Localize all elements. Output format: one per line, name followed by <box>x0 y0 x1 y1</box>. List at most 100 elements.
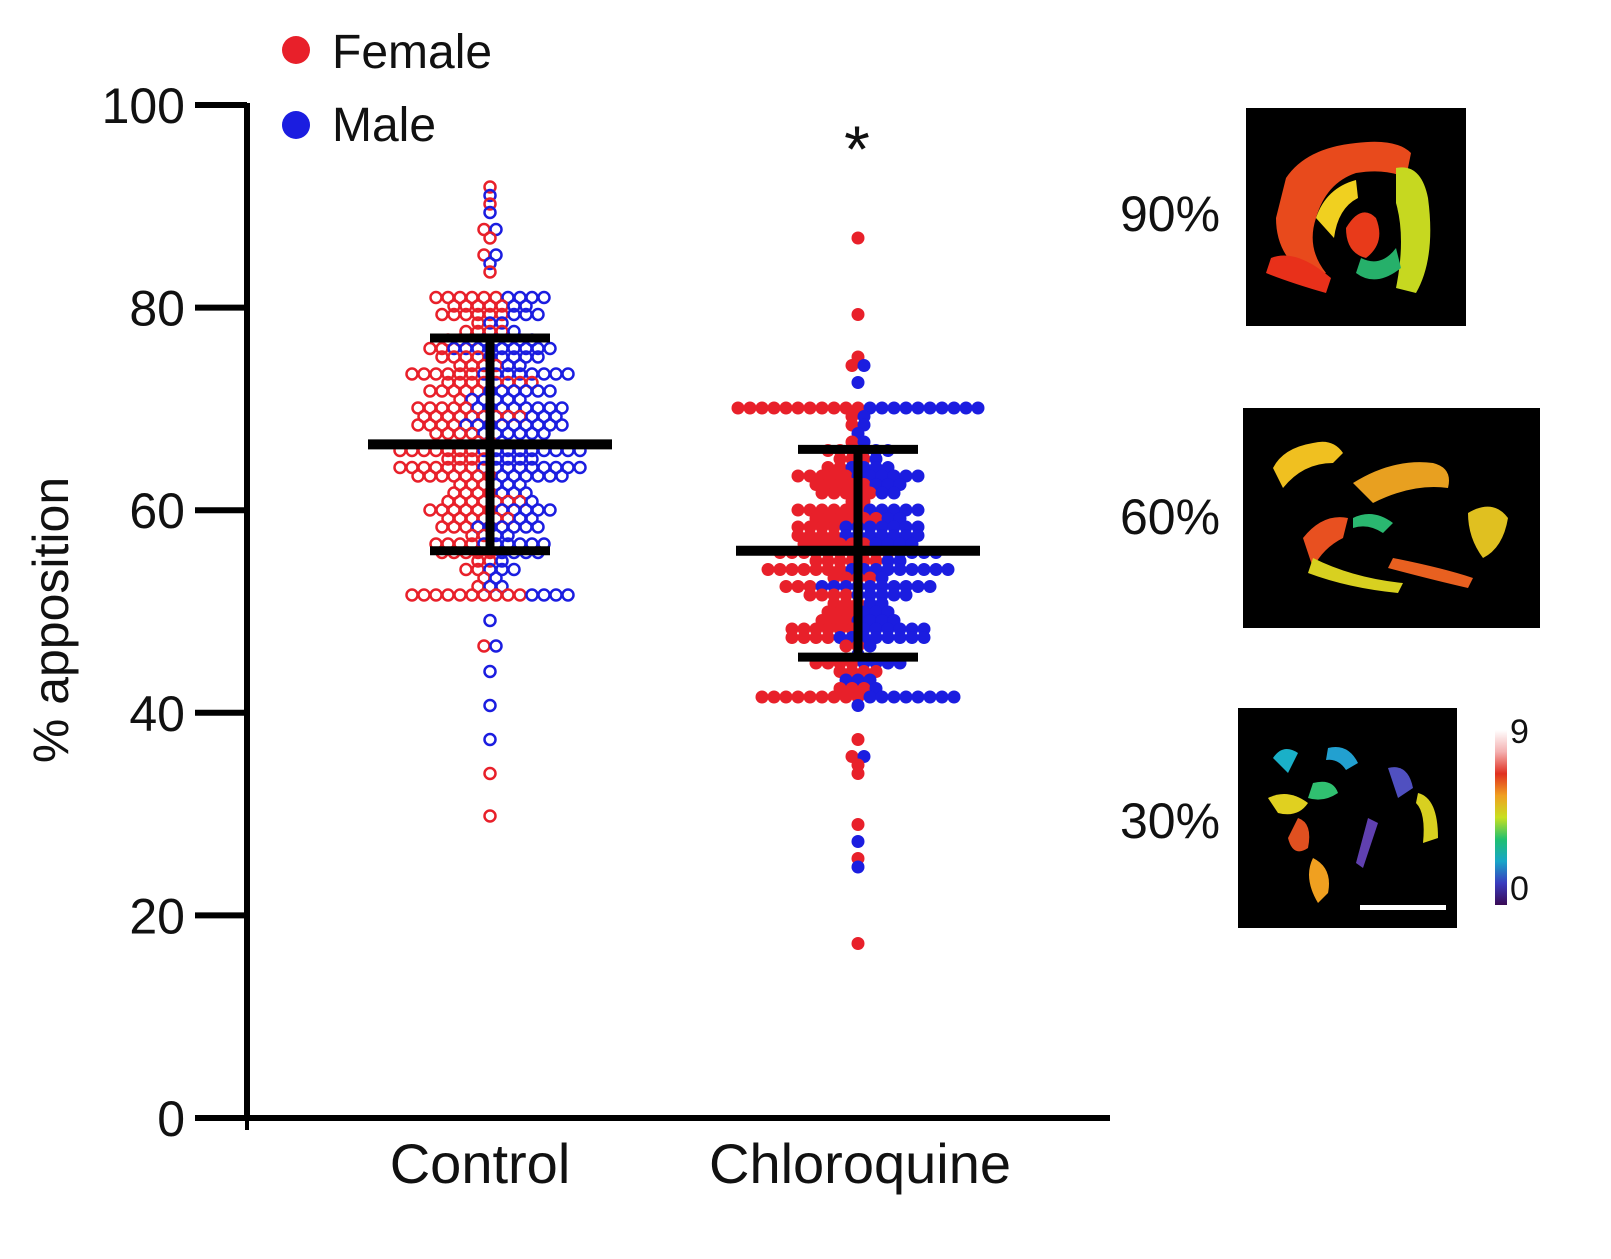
data-point-female <box>441 588 455 602</box>
data-point-female <box>465 588 479 602</box>
data-point-male <box>519 520 533 534</box>
data-point-female <box>417 367 431 381</box>
data-point-female <box>441 426 455 441</box>
data-point-female <box>821 631 835 644</box>
y-tick-label: 40 <box>129 686 185 742</box>
data-point-female <box>755 690 769 704</box>
scale-bar <box>1360 905 1446 910</box>
data-point-female <box>851 308 865 321</box>
y-tick-label: 0 <box>157 1091 185 1147</box>
data-point-male <box>923 401 937 415</box>
data-point-female <box>429 426 443 441</box>
data-point-male <box>947 401 961 415</box>
data-point-male <box>483 256 497 271</box>
data-point-male <box>483 188 497 203</box>
data-point-male <box>887 588 901 602</box>
data-point-female <box>785 631 799 644</box>
data-point-male <box>893 631 907 644</box>
data-point-male <box>851 699 865 712</box>
legend-male-marker <box>282 111 310 139</box>
data-point-male <box>917 563 931 576</box>
data-point-female <box>755 401 769 415</box>
data-point-female <box>411 469 425 483</box>
data-point-female <box>513 588 527 602</box>
axis-labels: % apposition Control Chloroquine * <box>23 112 1011 1195</box>
data-point-male <box>851 835 865 848</box>
data-point-female <box>845 359 859 372</box>
data-point-male <box>483 732 497 747</box>
data-point-male <box>887 690 901 704</box>
data-point-female <box>785 563 799 576</box>
colorbar-min-label: 0 <box>1510 870 1529 908</box>
data-point-female <box>489 588 503 602</box>
data-point-female <box>483 809 497 823</box>
data-point-female <box>815 486 829 500</box>
data-point-female <box>477 588 491 602</box>
data-point-male <box>947 690 961 704</box>
data-point-female <box>851 767 865 780</box>
data-point-female <box>803 588 817 602</box>
legend: Female Male <box>282 26 492 152</box>
data-point-female <box>779 690 793 704</box>
data-point-female <box>791 690 805 704</box>
data-point-female <box>827 401 841 415</box>
data-point-male <box>905 631 919 644</box>
data-point-female <box>453 588 467 602</box>
data-point-male <box>899 588 913 602</box>
data-point-male <box>501 528 515 543</box>
data-point-female <box>827 690 841 704</box>
data-point-male <box>887 486 901 500</box>
data-point-female <box>483 231 497 245</box>
data-point-male <box>531 520 545 534</box>
significance-asterisk: * <box>844 112 870 186</box>
data-point-male <box>483 613 497 628</box>
data-point-female <box>423 341 437 356</box>
data-point-male <box>537 588 551 602</box>
mean-sd-bars <box>368 333 980 662</box>
y-tick-label: 80 <box>129 281 185 337</box>
data-point-female <box>815 690 829 704</box>
data-point-male <box>483 698 497 713</box>
data-point-male <box>513 426 527 441</box>
data-point-male <box>561 588 575 602</box>
axes: 0 20 40 60 80 100 <box>102 78 1110 1147</box>
data-point-male <box>911 690 925 704</box>
data-point-male <box>875 486 889 500</box>
data-point-male <box>555 418 569 432</box>
data-point-female <box>815 588 829 602</box>
data-point-female <box>791 401 805 415</box>
data-point-male <box>911 401 925 415</box>
data-point-female <box>459 562 473 577</box>
data-point-female <box>477 639 491 653</box>
data-point-female <box>851 937 865 950</box>
data-point-male <box>911 503 925 517</box>
data-point-male <box>513 358 527 373</box>
data-point-female <box>797 631 811 644</box>
data-point-female <box>501 588 515 602</box>
data-point-male <box>923 580 937 593</box>
data-point-female <box>435 307 449 322</box>
data-point-male <box>495 316 509 330</box>
data-point-female <box>839 639 853 653</box>
data-point-male <box>851 376 865 389</box>
data-point-male <box>549 367 563 381</box>
data-point-male <box>923 690 937 704</box>
y-axis-title: % apposition <box>23 477 79 763</box>
data-point-male <box>875 690 889 704</box>
inset-label-30: 30% <box>1120 793 1221 849</box>
data-point-male <box>495 554 509 568</box>
data-point-female <box>435 469 449 483</box>
data-point-male <box>911 580 925 593</box>
data-point-female <box>405 588 419 602</box>
data-point-male <box>537 290 551 305</box>
data-point-female <box>773 563 787 576</box>
data-point-male <box>525 588 539 602</box>
micrograph-30-percent <box>1238 708 1457 928</box>
data-point-female <box>767 690 781 704</box>
data-point-male <box>899 401 913 415</box>
data-point-female <box>423 384 437 398</box>
data-point-female <box>453 426 467 441</box>
data-point-female <box>791 580 805 593</box>
data-point-female <box>435 520 449 534</box>
inset-label-90: 90% <box>1120 186 1221 242</box>
